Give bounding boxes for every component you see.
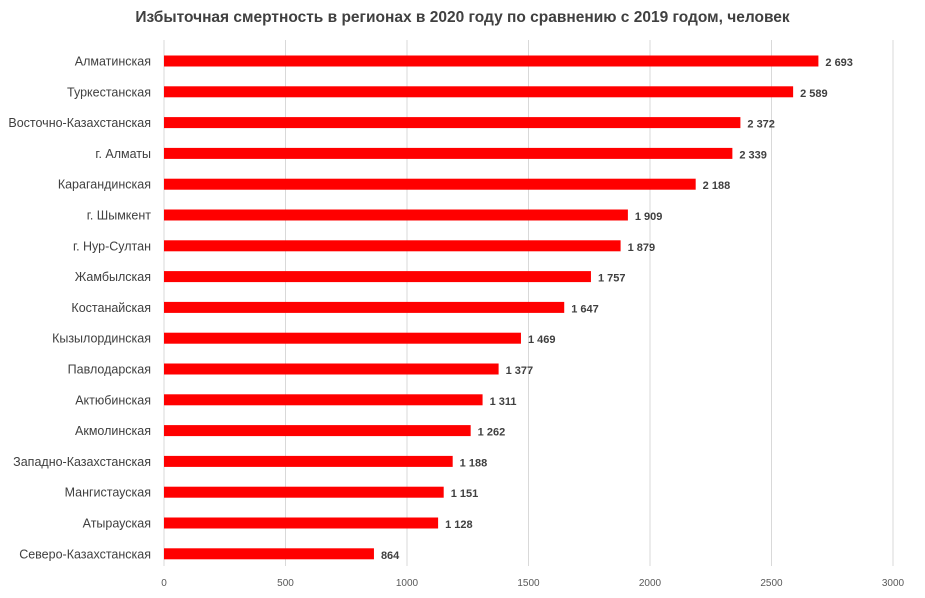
- category-label: Павлодарская: [68, 363, 151, 377]
- bar: [164, 86, 794, 98]
- bar: [164, 517, 439, 529]
- category-label: Акмолинская: [75, 424, 151, 438]
- category-label: Атырауская: [83, 517, 151, 531]
- bar: [164, 425, 471, 437]
- x-tick-label: 500: [277, 578, 294, 589]
- x-tick-label: 2000: [639, 578, 662, 589]
- category-label: Костанайская: [71, 301, 151, 315]
- data-label: 864: [381, 550, 400, 562]
- bar: [164, 548, 374, 560]
- data-label: 1 647: [571, 303, 599, 315]
- data-label: 1 909: [635, 211, 663, 223]
- x-tick-label: 0: [161, 578, 167, 589]
- bar: [164, 394, 483, 406]
- bar: [164, 147, 733, 159]
- data-label: 2 188: [703, 180, 731, 192]
- category-label: Карагандинская: [58, 178, 151, 192]
- category-label: Кызылординская: [52, 332, 151, 346]
- category-label: Западно-Казахстанская: [13, 455, 151, 469]
- data-label: 1 151: [451, 488, 479, 500]
- category-label: Актюбинская: [75, 393, 151, 407]
- data-label: 2 372: [747, 119, 775, 131]
- bar: [164, 363, 499, 375]
- data-label: 1 879: [628, 242, 656, 254]
- chart-title: Избыточная смертность в регионах в 2020 …: [135, 9, 790, 26]
- category-label: Мангистауская: [65, 486, 151, 500]
- bar: [164, 486, 444, 498]
- category-label: Алматинская: [75, 55, 151, 69]
- bar: [164, 55, 819, 67]
- data-label: 1 262: [478, 427, 506, 439]
- data-label: 2 693: [825, 57, 853, 69]
- bar: [164, 240, 621, 252]
- x-tick-label: 3000: [882, 578, 905, 589]
- bar: [164, 301, 565, 313]
- bar: [164, 455, 453, 467]
- category-label: г. Нур-Султан: [73, 239, 151, 253]
- category-label: Жамбылская: [75, 270, 151, 284]
- data-label: 1 188: [460, 457, 488, 469]
- category-label: Туркестанская: [67, 85, 151, 99]
- data-label: 1 311: [490, 396, 517, 408]
- bar: [164, 332, 521, 344]
- data-label: 1 469: [528, 334, 556, 346]
- data-label: 1 757: [598, 273, 626, 285]
- x-tick-label: 1500: [517, 578, 540, 589]
- x-tick-label: 1000: [396, 578, 419, 589]
- bar: [164, 209, 628, 221]
- category-label: г. Шымкент: [87, 209, 151, 223]
- data-label: 2 339: [739, 149, 767, 161]
- category-label: Восточно-Казахстанская: [8, 116, 151, 130]
- bar: [164, 271, 591, 283]
- category-label: Северо-Казахстанская: [19, 547, 151, 561]
- bar: [164, 178, 696, 190]
- category-label: г. Алматы: [95, 147, 151, 161]
- data-label: 2 589: [800, 88, 828, 100]
- data-label: 1 377: [506, 365, 534, 377]
- x-tick-label: 2500: [760, 578, 783, 589]
- data-label: 1 128: [445, 519, 473, 531]
- bar: [164, 117, 741, 129]
